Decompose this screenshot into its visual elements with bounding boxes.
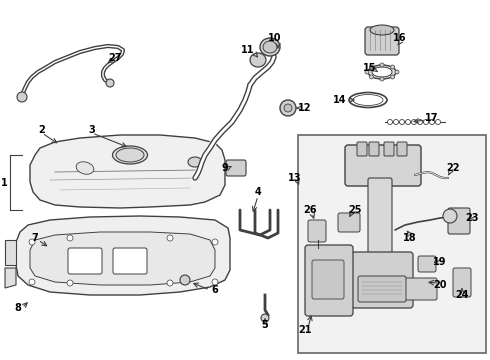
Polygon shape: [5, 240, 16, 265]
Circle shape: [180, 275, 190, 285]
Circle shape: [443, 209, 457, 223]
FancyBboxPatch shape: [384, 142, 394, 156]
Ellipse shape: [113, 146, 147, 164]
FancyBboxPatch shape: [352, 252, 413, 308]
Ellipse shape: [263, 41, 277, 53]
Text: 26: 26: [303, 205, 317, 215]
Circle shape: [423, 120, 428, 125]
Text: 23: 23: [465, 213, 479, 223]
Circle shape: [369, 65, 373, 69]
Text: 13: 13: [288, 173, 302, 183]
Circle shape: [430, 120, 435, 125]
Text: 19: 19: [433, 257, 447, 267]
FancyBboxPatch shape: [226, 160, 246, 176]
Circle shape: [106, 79, 114, 87]
Ellipse shape: [188, 157, 202, 167]
FancyBboxPatch shape: [357, 142, 367, 156]
Circle shape: [391, 65, 394, 69]
Text: 8: 8: [15, 303, 22, 313]
FancyBboxPatch shape: [418, 256, 436, 272]
FancyBboxPatch shape: [298, 135, 486, 353]
Ellipse shape: [370, 25, 394, 35]
Circle shape: [391, 75, 394, 79]
Circle shape: [395, 70, 399, 74]
Circle shape: [29, 239, 35, 245]
FancyBboxPatch shape: [312, 260, 344, 299]
Ellipse shape: [353, 94, 383, 105]
FancyBboxPatch shape: [365, 27, 399, 55]
Circle shape: [212, 279, 218, 285]
FancyBboxPatch shape: [448, 208, 470, 234]
Circle shape: [261, 314, 269, 322]
Circle shape: [388, 120, 392, 125]
Text: 18: 18: [403, 233, 417, 243]
Text: 25: 25: [348, 205, 362, 215]
Text: 1: 1: [1, 178, 8, 188]
Circle shape: [393, 120, 398, 125]
Circle shape: [67, 235, 73, 241]
Text: 14: 14: [333, 95, 347, 105]
FancyBboxPatch shape: [113, 248, 147, 274]
FancyBboxPatch shape: [345, 145, 421, 186]
Text: 20: 20: [433, 280, 447, 290]
Circle shape: [29, 279, 35, 285]
Circle shape: [67, 280, 73, 286]
Ellipse shape: [368, 65, 396, 79]
Circle shape: [412, 120, 416, 125]
Circle shape: [167, 235, 173, 241]
Circle shape: [17, 92, 27, 102]
Circle shape: [167, 280, 173, 286]
Polygon shape: [16, 216, 230, 295]
Text: 17: 17: [425, 113, 439, 123]
Circle shape: [369, 75, 373, 79]
Polygon shape: [30, 232, 215, 285]
Text: 16: 16: [393, 33, 407, 43]
Ellipse shape: [372, 67, 392, 77]
Text: 2: 2: [39, 125, 46, 135]
Circle shape: [399, 120, 405, 125]
FancyBboxPatch shape: [368, 178, 392, 262]
Text: 24: 24: [455, 290, 469, 300]
Text: 12: 12: [298, 103, 312, 113]
Circle shape: [280, 100, 296, 116]
FancyBboxPatch shape: [338, 213, 360, 232]
Circle shape: [436, 120, 441, 125]
Circle shape: [417, 120, 422, 125]
Text: 5: 5: [262, 320, 269, 330]
FancyBboxPatch shape: [358, 276, 406, 302]
Text: 15: 15: [363, 63, 377, 73]
Text: 6: 6: [212, 285, 219, 295]
FancyBboxPatch shape: [403, 278, 437, 300]
FancyBboxPatch shape: [305, 245, 353, 316]
Text: 3: 3: [89, 125, 96, 135]
Circle shape: [365, 70, 369, 74]
Text: 27: 27: [108, 53, 122, 63]
Text: 10: 10: [268, 33, 282, 43]
Ellipse shape: [116, 148, 144, 162]
Ellipse shape: [250, 53, 266, 67]
Circle shape: [212, 239, 218, 245]
Text: 7: 7: [32, 233, 38, 243]
FancyBboxPatch shape: [308, 220, 326, 242]
Polygon shape: [30, 135, 225, 208]
Ellipse shape: [76, 162, 94, 174]
Text: 4: 4: [255, 187, 261, 197]
FancyBboxPatch shape: [397, 142, 407, 156]
Text: 11: 11: [241, 45, 255, 55]
Text: 21: 21: [298, 325, 312, 335]
Circle shape: [380, 77, 384, 81]
Ellipse shape: [260, 38, 280, 56]
Circle shape: [406, 120, 411, 125]
Circle shape: [284, 104, 292, 112]
FancyBboxPatch shape: [453, 268, 471, 297]
Polygon shape: [5, 268, 16, 288]
Text: 9: 9: [221, 163, 228, 173]
FancyBboxPatch shape: [68, 248, 102, 274]
Text: 22: 22: [446, 163, 460, 173]
Circle shape: [380, 63, 384, 67]
FancyBboxPatch shape: [369, 142, 379, 156]
